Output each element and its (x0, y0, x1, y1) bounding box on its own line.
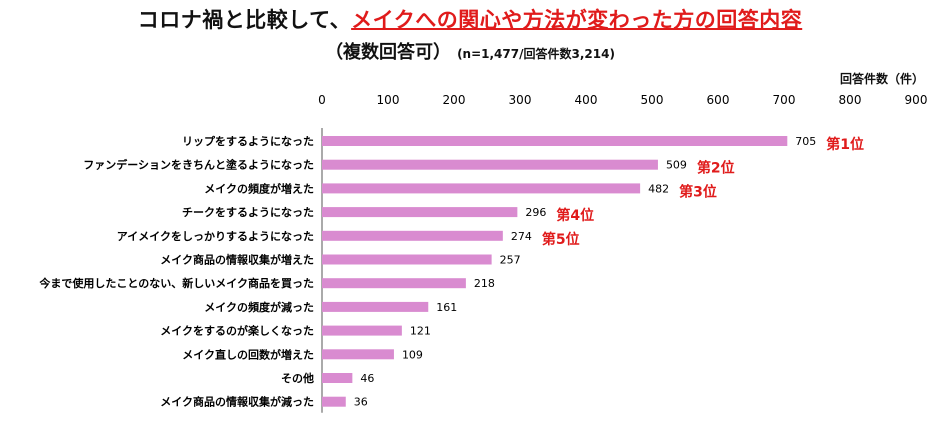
x-tick-label: 800 (839, 93, 862, 107)
category-label: メイクの頻度が減った (204, 300, 314, 314)
value-label: 46 (360, 372, 374, 385)
category-label: リップをするようになった (182, 134, 314, 148)
category-label: チークをするようになった (182, 206, 314, 219)
axis-unit-label: 回答件数（件） (839, 72, 924, 86)
value-label: 296 (525, 206, 546, 219)
sample-note: (n=1,477/回答件数3,214) (457, 47, 615, 61)
x-tick-label: 200 (443, 93, 466, 107)
category-label: メイクの頻度が増えた (204, 181, 314, 195)
value-label: 274 (511, 230, 532, 243)
x-tick-label: 900 (905, 93, 928, 107)
rank-label: 第2位 (697, 160, 735, 177)
bar (322, 373, 353, 383)
rank-label: 第5位 (542, 231, 580, 248)
value-label: 509 (666, 159, 687, 172)
bar (322, 396, 346, 407)
category-label: アイメイクをしっかりするようになった (117, 230, 314, 243)
bar (322, 230, 503, 241)
category-label: 今まで使用したことのない、新しいメイク商品を買った (38, 276, 314, 290)
bar (322, 278, 466, 289)
x-tick-label: 600 (707, 93, 730, 107)
category-label: メイク直しの回数が増えた (182, 347, 314, 361)
rank-label: 第4位 (556, 207, 594, 224)
chart-subtitle: （複数回答可） (325, 42, 452, 63)
category-label: その他 (281, 371, 314, 385)
value-label: 121 (410, 325, 431, 338)
x-tick-label: 0 (318, 93, 326, 107)
value-label: 257 (500, 254, 521, 267)
chart-title: コロナ禍と比較して、メイクへの関心や方法が変わった方の回答内容 (0, 4, 940, 34)
value-label: 482 (648, 182, 669, 195)
category-label: ファンデーションをきちんと塗るようになった (83, 158, 314, 172)
chart-title-highlight: メイクへの関心や方法が変わった方の回答内容 (351, 8, 803, 32)
value-label: 705 (795, 135, 816, 148)
bar (322, 159, 658, 170)
category-label: メイク商品の情報収集が増えた (160, 253, 314, 267)
bar (322, 136, 788, 146)
x-tick-label: 700 (773, 93, 796, 107)
bar (322, 301, 429, 312)
value-label: 109 (402, 348, 423, 361)
x-tick-label: 100 (377, 93, 400, 107)
bar (322, 207, 518, 218)
rank-label: 第1位 (826, 136, 864, 153)
bar (322, 254, 492, 265)
bar (322, 183, 641, 194)
value-label: 161 (436, 301, 457, 314)
value-label: 218 (474, 277, 495, 290)
value-label: 36 (354, 396, 368, 409)
x-tick-label: 400 (575, 93, 598, 107)
category-label: メイクをするのが楽しくなった (160, 324, 314, 338)
rank-label: 第3位 (679, 183, 717, 200)
x-tick-label: 500 (641, 93, 664, 107)
chart-title-prefix: コロナ禍と比較して、 (137, 8, 352, 32)
x-tick-label: 300 (509, 93, 532, 107)
bar (322, 325, 402, 336)
chart-subtitle-row: （複数回答可） (n=1,477/回答件数3,214) (0, 38, 940, 64)
bar (322, 349, 394, 360)
category-label: メイク商品の情報収集が減った (160, 395, 314, 409)
